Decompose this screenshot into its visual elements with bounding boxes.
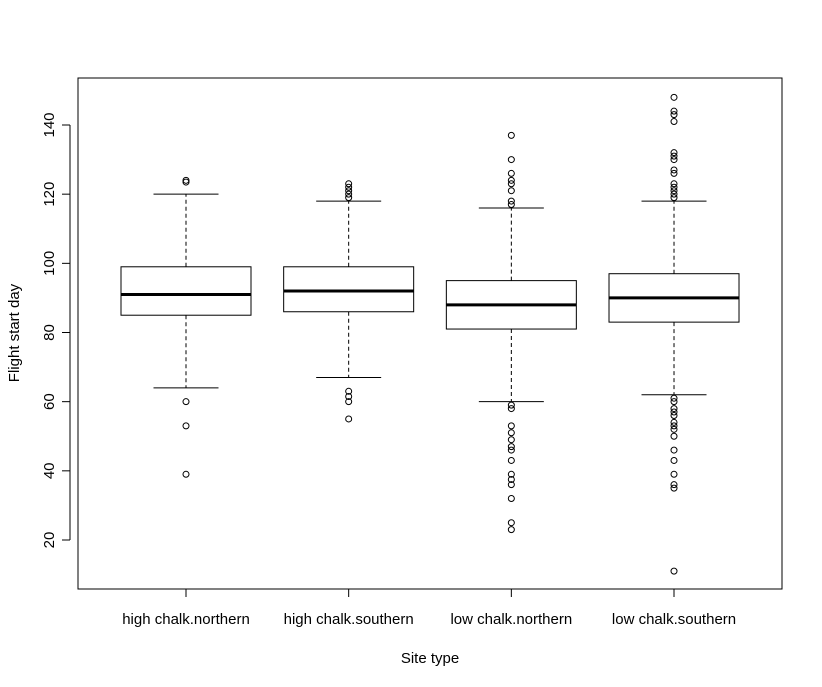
x-tick-label: high chalk.southern [284,611,414,628]
outlier-point [507,201,515,209]
outlier-point [345,415,353,423]
outlier-point [345,190,353,198]
x-tick-label: low chalk.southern [612,611,736,628]
outlier-point [670,156,678,164]
y-axis-title: Flight start day [6,283,23,382]
box-layer [120,93,740,575]
outlier-point [507,443,515,451]
outlier-point [670,412,678,419]
outlier-point [670,484,678,492]
outlier-point [182,422,190,430]
outlier-point [507,470,515,478]
box-group [445,131,577,534]
box-group [608,93,740,575]
outlier-point [670,118,678,126]
outlier-point [507,131,515,139]
outlier-point [182,176,190,184]
outlier-point [670,194,678,202]
x-tick-label: low chalk.northern [450,611,572,628]
outlier-point [345,187,353,195]
box-iqr [283,266,415,313]
outlier-point [670,422,678,430]
y-tick-label: 40 [41,462,58,479]
outlier-point [507,156,515,164]
outlier-point [507,401,515,409]
outlier-point [507,436,515,444]
outlier-point [182,470,190,478]
y-axis: 20 40 60 80 100 120 140 [41,112,71,549]
outlier-point [345,387,353,395]
outlier-point [345,398,353,406]
outlier-point [507,446,515,454]
outlier-point [507,429,515,437]
outlier-point [507,475,515,483]
outlier-point [345,194,353,202]
outlier-point [670,180,678,188]
outlier-point [670,111,678,119]
outlier-point [670,187,678,195]
outlier-point [507,169,515,177]
outlier-point [670,107,678,115]
outlier-point [507,176,515,184]
outlier-point [670,425,678,433]
outlier-point [670,405,678,413]
outlier-point [670,432,678,440]
outlier-point [345,392,353,400]
y-tick-label: 100 [41,251,58,276]
y-tick-label: 120 [41,182,58,207]
y-tick-label: 140 [41,112,58,137]
box-group [283,180,415,423]
box-group [120,176,252,478]
outlier-point [670,418,678,426]
y-tick-label: 20 [41,532,58,549]
x-tick-label: high chalk.northern [122,611,250,628]
outlier-point [670,149,678,157]
outlier-point [507,405,515,413]
outlier-point [507,495,515,502]
outlier-point [345,180,353,188]
box-iqr [120,266,252,316]
outlier-point [182,398,190,406]
outlier-point [507,422,515,430]
y-tick-label: 80 [41,324,58,341]
outlier-point [507,481,515,489]
outlier-point [670,408,678,416]
outlier-point [670,446,678,454]
outlier-point [670,166,678,174]
outlier-point [670,481,678,489]
outlier-point [670,190,678,198]
outlier-point [345,183,353,191]
outlier-point [670,93,678,101]
outlier-point [507,456,515,464]
outlier-point [670,567,678,575]
outlier-point [507,187,515,195]
outlier-point [670,169,678,177]
outlier-point [670,456,678,464]
outlier-point [670,394,678,402]
outlier-point [670,183,678,191]
y-tick-label: 60 [41,393,58,410]
outlier-point [507,197,515,205]
outlier-point [507,526,515,534]
outlier-point [670,470,678,478]
outlier-point [670,398,678,406]
outlier-point [507,180,515,188]
x-axis-title: Site type [401,650,459,667]
outlier-point [507,519,515,527]
x-axis: high chalk.northern high chalk.southern lo… [122,588,736,628]
outlier-point [670,152,678,160]
